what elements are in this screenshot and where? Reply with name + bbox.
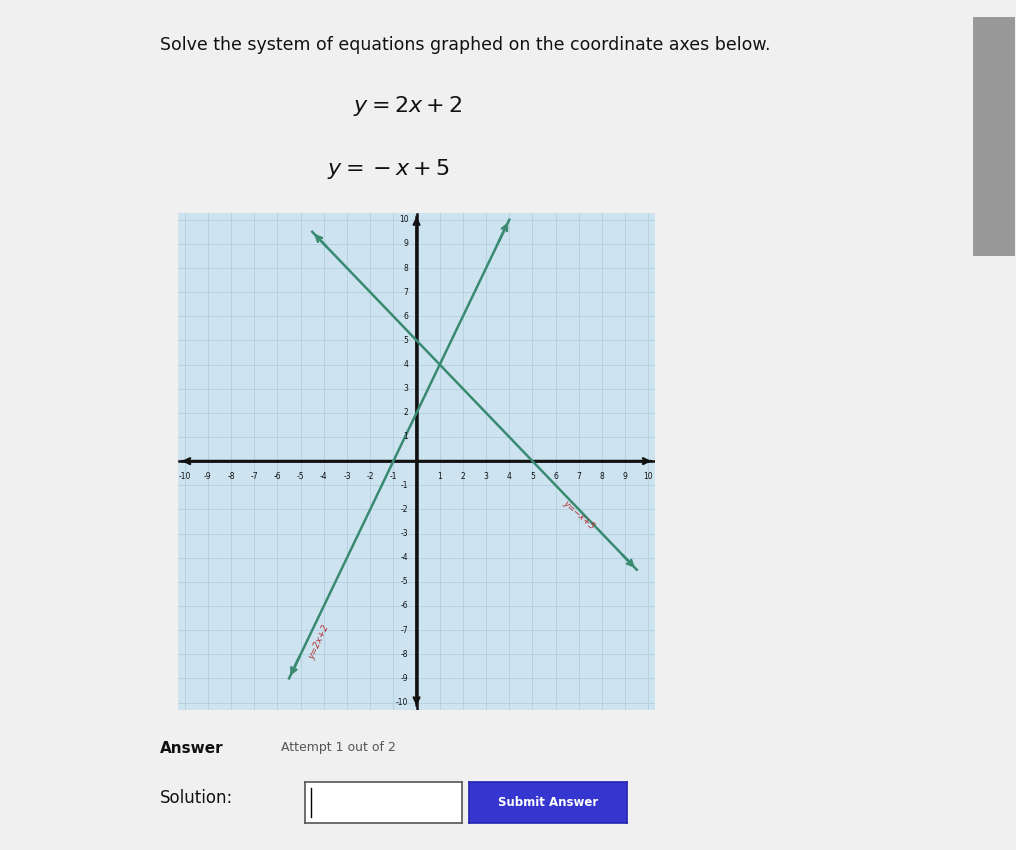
- Text: 1: 1: [437, 472, 442, 481]
- Text: -9: -9: [204, 472, 211, 481]
- Text: -5: -5: [401, 577, 408, 586]
- Text: $y = -x + 5$: $y = -x + 5$: [326, 157, 450, 181]
- Text: -10: -10: [396, 698, 408, 707]
- Text: 7: 7: [403, 287, 408, 297]
- Text: 9: 9: [403, 240, 408, 248]
- Text: 2: 2: [460, 472, 465, 481]
- Text: Solution:: Solution:: [161, 789, 234, 807]
- Text: 8: 8: [403, 264, 408, 273]
- Text: -1: -1: [401, 481, 408, 490]
- Text: -10: -10: [179, 472, 191, 481]
- Text: -2: -2: [401, 505, 408, 514]
- Text: -5: -5: [297, 472, 305, 481]
- Text: $y = 2x + 2$: $y = 2x + 2$: [353, 94, 462, 117]
- Text: 7: 7: [576, 472, 581, 481]
- Text: -2: -2: [367, 472, 374, 481]
- Bar: [972, 17, 1014, 255]
- Text: Attempt 1 out of 2: Attempt 1 out of 2: [281, 741, 396, 754]
- Text: y=−x+5: y=−x+5: [561, 498, 596, 530]
- Text: Solve the system of equations graphed on the coordinate axes below.: Solve the system of equations graphed on…: [161, 36, 770, 54]
- Text: -7: -7: [401, 626, 408, 635]
- Text: Answer: Answer: [161, 741, 224, 757]
- Text: 3: 3: [484, 472, 489, 481]
- Text: -6: -6: [273, 472, 281, 481]
- Text: 4: 4: [507, 472, 512, 481]
- Text: 2: 2: [403, 408, 408, 417]
- Text: -4: -4: [401, 553, 408, 562]
- Text: -3: -3: [401, 529, 408, 538]
- Text: y=2x+2: y=2x+2: [307, 623, 331, 661]
- Text: -7: -7: [251, 472, 258, 481]
- Text: -1: -1: [389, 472, 397, 481]
- Text: 3: 3: [403, 384, 408, 394]
- Text: 5: 5: [403, 336, 408, 345]
- Text: 5: 5: [530, 472, 534, 481]
- Text: 9: 9: [623, 472, 628, 481]
- Text: 8: 8: [599, 472, 605, 481]
- Text: 6: 6: [553, 472, 558, 481]
- Text: -8: -8: [228, 472, 235, 481]
- Text: -9: -9: [401, 674, 408, 683]
- Text: 10: 10: [399, 215, 408, 224]
- Text: Submit Answer: Submit Answer: [498, 796, 598, 809]
- Text: -8: -8: [401, 649, 408, 659]
- Text: 6: 6: [403, 312, 408, 320]
- Text: 10: 10: [643, 472, 653, 481]
- Text: -6: -6: [401, 602, 408, 610]
- Text: -4: -4: [320, 472, 327, 481]
- Text: -3: -3: [343, 472, 351, 481]
- Text: 1: 1: [403, 433, 408, 441]
- Text: 4: 4: [403, 360, 408, 369]
